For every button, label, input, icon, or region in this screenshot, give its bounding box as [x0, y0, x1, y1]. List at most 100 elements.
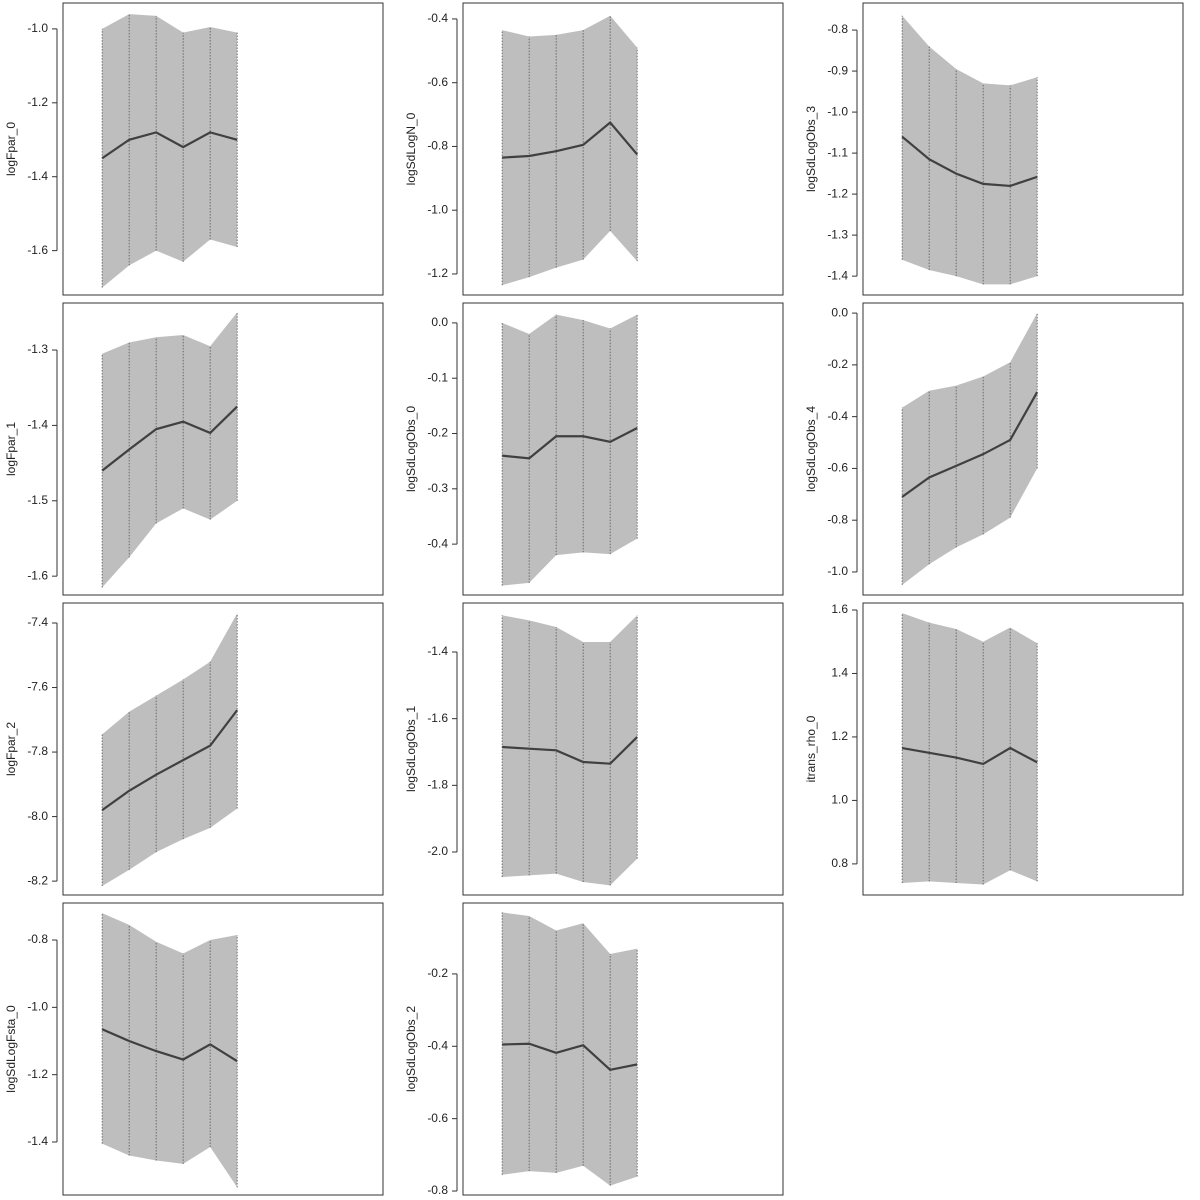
y-tick-label: -0.6 [427, 75, 448, 89]
y-tick-label: -0.6 [827, 461, 848, 475]
panel: -0.2 -0.4 -0.6 -0.8 logSdLogObs_2 [404, 902, 784, 1197]
confidence-band [902, 613, 1038, 885]
panel: -0.8 -1.0 -1.2 -1.4 logSdLogFsta_0 [4, 902, 384, 1196]
confidence-band [902, 15, 1038, 285]
estimate-line [101, 1028, 238, 1063]
y-tick-label: 1.6 [831, 602, 848, 616]
y-axis-label: logSdLogObs_1 [404, 706, 418, 792]
y-tick-label: -7.6 [27, 680, 48, 694]
y-tick-label: -1.0 [427, 202, 448, 216]
y-tick-label: -0.2 [827, 357, 848, 371]
y-tick-label: -1.5 [27, 493, 48, 507]
y-tick-label: -0.4 [427, 536, 448, 550]
y-tick-label: -0.2 [427, 426, 448, 440]
estimate-line [502, 121, 639, 159]
y-tick-label: -0.6 [427, 1111, 448, 1125]
y-tick-label: -1.4 [427, 644, 448, 658]
y-axis-label: logFpar_2 [4, 722, 18, 776]
y-tick-label: -1.0 [827, 564, 848, 578]
plot-frame [862, 602, 1184, 896]
y-tick-label: -0.8 [27, 932, 48, 946]
confidence-band [102, 613, 238, 886]
confidence-band [102, 913, 238, 1188]
estimate-line [901, 746, 1038, 766]
y-axis-label: logSdLogN_0 [404, 112, 418, 185]
panel: -7.4 -7.6 -7.8 -8.0 -8.2 logFpar_2 [4, 602, 384, 896]
y-tick-label: -0.8 [427, 139, 448, 153]
panel: -1.3 -1.4 -1.5 -1.6 logFpar_1 [4, 302, 384, 596]
estimate-line [101, 405, 238, 472]
panel: -0.8 -0.9 -1.0 -1.1 -1.2 -1.3 -1.4 logSdLogObs_… [804, 2, 1184, 296]
y-tick-label: -0.8 [827, 22, 848, 36]
panel: 0.0 -0.1 -0.2 -0.3 -0.4 logSdLogObs_0 [404, 302, 784, 596]
plot-frame [62, 902, 384, 1196]
y-axis-label: logFpar_1 [4, 422, 18, 476]
plot-frame [862, 2, 1184, 296]
estimate-line [101, 131, 238, 160]
y-tick-label: -8.0 [27, 809, 48, 823]
y-tick-label: -1.4 [27, 1134, 48, 1148]
y-tick-label: -1.2 [827, 186, 848, 200]
plot-frame [462, 902, 784, 1196]
y-tick-label: 1.4 [831, 666, 848, 680]
panel: 0.0 -0.2 -0.4 -0.6 -0.8 -1.0 logSdLogObs_4 [804, 302, 1184, 596]
panel: 1.6 1.4 1.2 1.0 0.8 itrans_rho_0 [804, 602, 1184, 896]
estimate-line [901, 391, 1039, 498]
y-tick-label: -0.1 [427, 370, 448, 384]
y-axis-label: itrans_rho_0 [804, 715, 818, 782]
y-tick-label: -1.6 [27, 568, 48, 582]
confidence-band [502, 314, 638, 586]
y-tick-label: -0.9 [827, 63, 848, 77]
estimate-line [502, 1042, 638, 1071]
y-tick-label: -1.2 [427, 266, 448, 280]
y-tick-label: -2.0 [427, 844, 448, 858]
confidence-band [502, 15, 638, 286]
confidence-band [102, 14, 238, 288]
y-tick-label: -1.3 [27, 342, 48, 356]
plot-frame [62, 2, 384, 296]
estimate-line [901, 135, 1038, 188]
y-tick-label: -1.0 [27, 1000, 48, 1014]
plot-frame [462, 2, 784, 296]
estimate-line [502, 736, 638, 765]
y-axis-label: logSdLogObs_2 [404, 1006, 418, 1092]
plot-frame [62, 302, 384, 596]
y-tick-label: -0.8 [827, 512, 848, 526]
confidence-band [902, 313, 1038, 585]
y-tick-label: -1.2 [27, 1067, 48, 1081]
panel: -1.0 -1.2 -1.4 -1.6 logFpar_0 [4, 2, 384, 296]
y-tick-label: 0.0 [431, 315, 448, 329]
confidence-band [502, 615, 638, 886]
confidence-band [102, 312, 238, 588]
estimate-line [502, 427, 638, 460]
y-tick-label: -1.4 [827, 268, 848, 282]
y-tick-label: -0.3 [427, 481, 448, 495]
plot-frame [462, 602, 784, 896]
y-axis-label: logFpar_0 [4, 122, 18, 176]
y-tick-label: 1.0 [831, 793, 848, 807]
y-axis-label: logSdLogObs_4 [804, 406, 818, 492]
y-axis-label: logSdLogObs_3 [804, 106, 818, 192]
y-tick-label: 0.0 [831, 305, 848, 319]
y-tick-label: -0.4 [427, 11, 448, 25]
panel: -1.4 -1.6 -1.8 -2.0 logSdLogObs_1 [404, 602, 784, 896]
y-tick-label: -1.6 [427, 711, 448, 725]
y-tick-label: -7.8 [27, 744, 48, 758]
y-axis-label: logSdLogObs_0 [404, 406, 418, 492]
y-tick-label: -1.4 [27, 169, 48, 183]
y-tick-label: -1.6 [27, 243, 48, 257]
y-tick-label: -0.2 [427, 966, 448, 980]
y-tick-label: 1.2 [831, 729, 848, 743]
y-tick-label: -0.4 [827, 409, 848, 423]
y-tick-label: -0.4 [427, 1038, 448, 1052]
y-tick-label: -1.0 [27, 21, 48, 35]
plot-frame [62, 602, 384, 896]
y-tick-label: -1.1 [827, 145, 848, 159]
y-tick-label: -1.3 [827, 227, 848, 241]
y-tick-label: -1.4 [27, 418, 48, 432]
y-axis-label: logSdLogFsta_0 [4, 1005, 18, 1093]
plot-frame [462, 302, 784, 596]
y-tick-label: -7.4 [27, 615, 48, 629]
